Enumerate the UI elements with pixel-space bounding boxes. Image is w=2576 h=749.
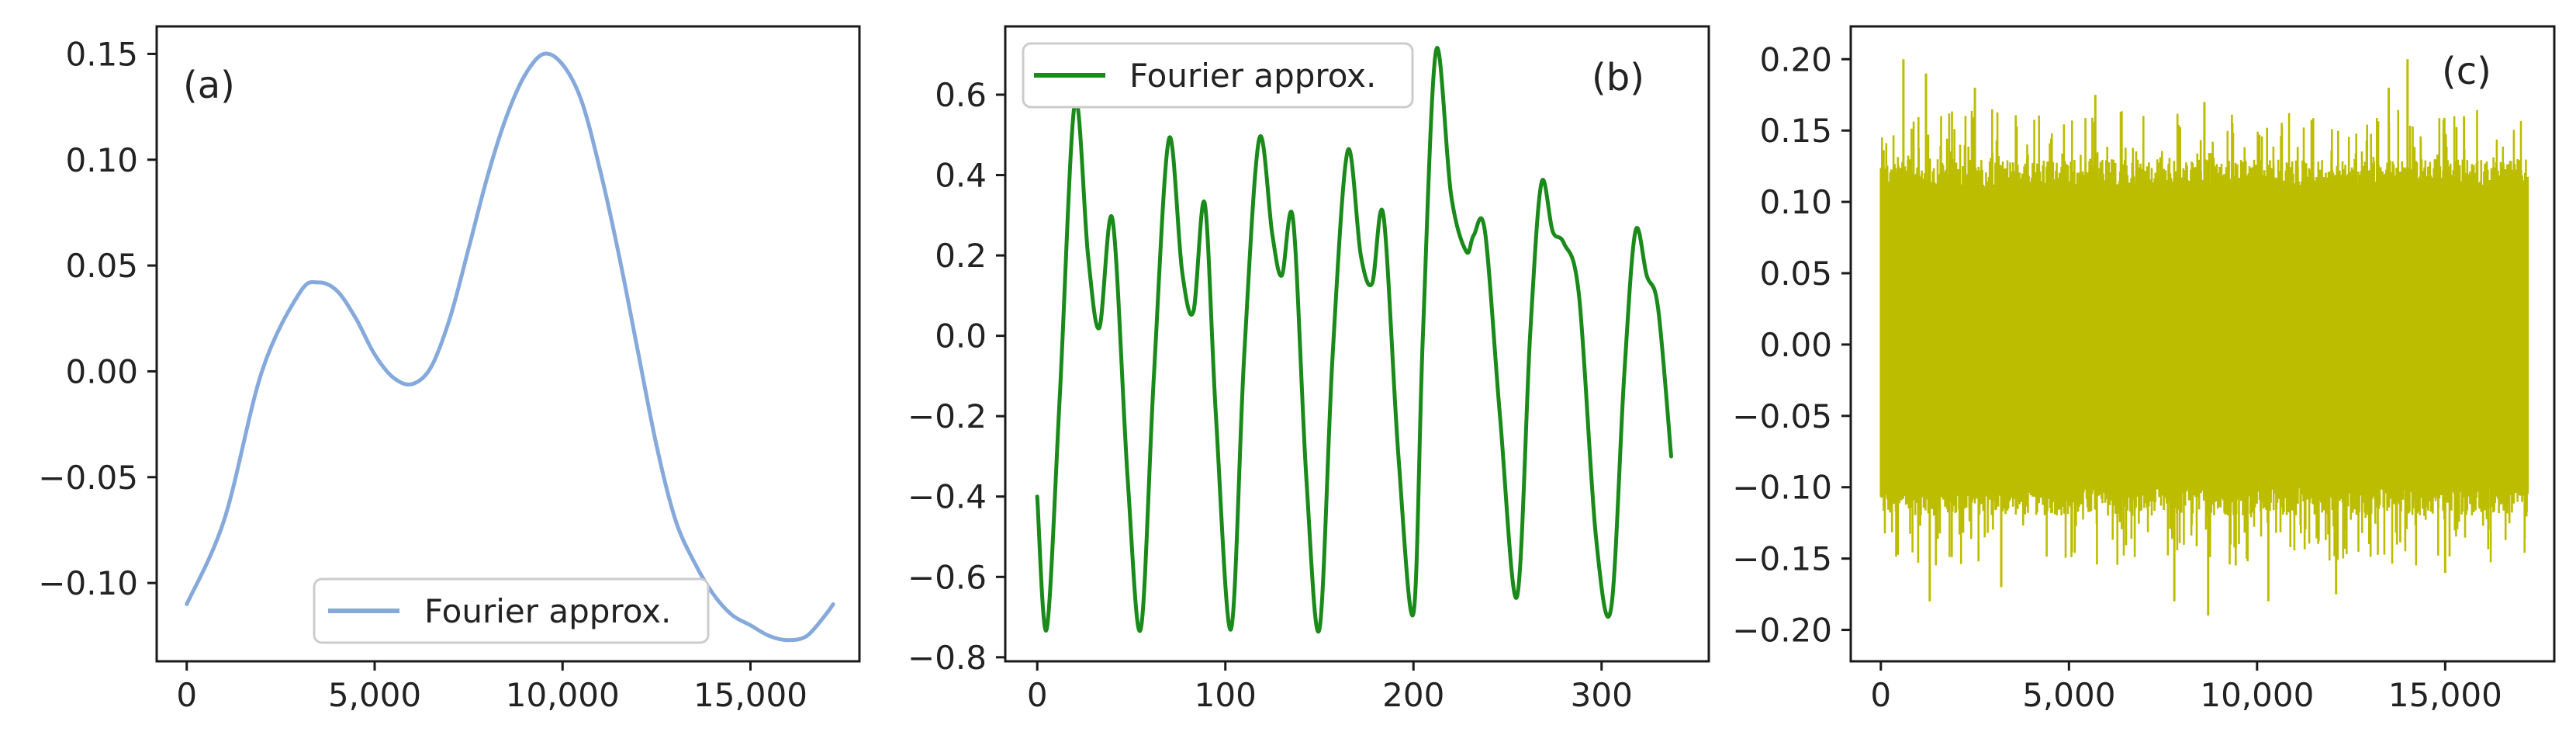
panel-b: 0 100 200 300 0.6 0.4 0.2 0.0 −0.2 −0.4 −0.6 −0.8 (… <box>908 25 1710 714</box>
panel-b-legend-box <box>1022 42 1414 109</box>
panel-c-y-tick-label: 0.00 <box>1759 326 1832 364</box>
panel-c-y-tick-label: −0.05 <box>1732 397 1832 435</box>
panel-a-label: (a) <box>183 64 235 107</box>
panel-a-x-tick-label: 10,000 <box>506 676 620 714</box>
panel-a-frame <box>155 25 861 663</box>
panel-a-ticks: 0 5,000 10,000 15,000 0.15 0.10 0.05 0.00 −0.05 −… <box>38 35 807 714</box>
panel-b-series-line <box>1035 46 1673 634</box>
panel-b-x-tick-label: 0 <box>1027 676 1048 714</box>
panel-b-plot <box>1035 46 1673 634</box>
panel-c-y-tick-label: −0.10 <box>1732 469 1832 507</box>
panel-a-x-tick-label: 0 <box>176 676 197 714</box>
panel-b-x-tick-label: 200 <box>1382 676 1444 714</box>
panel-c-y-tick-label: 0.15 <box>1759 112 1832 150</box>
panel-b-y-tick-label: −0.6 <box>908 558 987 596</box>
panel-b-y-tick-label: −0.2 <box>908 397 987 435</box>
panel-a-x-tick-label: 5,000 <box>328 676 421 714</box>
panel-c: 0 5,000 10,000 15,000 0.20 0.15 0.10 0.05 0.00 −0… <box>1732 25 2556 714</box>
panel-a-legend-box <box>313 577 710 644</box>
panel-a-x-tick-label: 15,000 <box>693 676 807 714</box>
panel-a-y-tick-label: −0.10 <box>38 564 138 602</box>
panel-b-y-tick-label: −0.4 <box>908 478 987 516</box>
panel-a-series-line <box>185 51 835 643</box>
panel-c-x-tick-label: 15,000 <box>2388 676 2502 714</box>
panel-b-y-tick-label: 0.4 <box>935 157 987 195</box>
panel-b-x-tick-label: 300 <box>1571 676 1633 714</box>
panel-b-y-tick-label: 0.6 <box>935 76 987 114</box>
panel-c-y-tick-label: 0.10 <box>1759 183 1832 221</box>
panel-c-x-tick-label: 0 <box>1870 676 1891 714</box>
panel-c-plot <box>1879 59 2529 616</box>
panel-c-y-tick-label: −0.20 <box>1732 612 1832 650</box>
panel-b-label: (b) <box>1592 56 1644 99</box>
panel-c-y-tick-label: −0.15 <box>1732 540 1832 578</box>
panel-c-series-noise <box>1879 109 2529 566</box>
panel-b-y-tick-label: 0.0 <box>935 317 987 355</box>
panel-b-legend-label: Fourier approx. <box>1129 57 1376 95</box>
panel-a-y-tick-label: 0.00 <box>65 352 138 390</box>
panel-a-y-tick-label: 0.15 <box>65 35 138 73</box>
panel-a-y-tick-label: 0.05 <box>65 247 138 285</box>
panel-b-frame <box>1004 25 1710 663</box>
panel-a-legend: Fourier approx. <box>313 577 710 644</box>
panel-b-ticks: 0 100 200 300 0.6 0.4 0.2 0.0 −0.2 −0.4 −0.6 −0.8 <box>908 76 1633 714</box>
panel-c-y-tick-label: 0.05 <box>1759 255 1832 293</box>
panel-c-x-tick-label: 10,000 <box>2200 676 2314 714</box>
panel-b-y-tick-label: −0.8 <box>908 639 987 677</box>
panel-b-legend: Fourier approx. <box>1022 42 1414 109</box>
panel-a-y-tick-label: −0.05 <box>38 459 138 497</box>
panel-a: 0 5,000 10,000 15,000 0.15 0.10 0.05 0.00 −0.05 −… <box>38 25 861 714</box>
panel-c-x-tick-label: 5,000 <box>2022 676 2115 714</box>
panel-b-y-tick-label: 0.2 <box>935 237 987 275</box>
panel-c-ticks: 0 5,000 10,000 15,000 0.20 0.15 0.10 0.05 0.00 −0… <box>1732 40 2502 714</box>
panel-a-plot <box>185 51 835 643</box>
panel-a-y-tick-label: 0.10 <box>65 141 138 179</box>
panel-c-y-tick-label: 0.20 <box>1759 40 1832 78</box>
panel-c-label: (c) <box>2442 50 2491 93</box>
panel-a-legend-label: Fourier approx. <box>424 592 671 630</box>
panel-b-x-tick-label: 100 <box>1195 676 1257 714</box>
